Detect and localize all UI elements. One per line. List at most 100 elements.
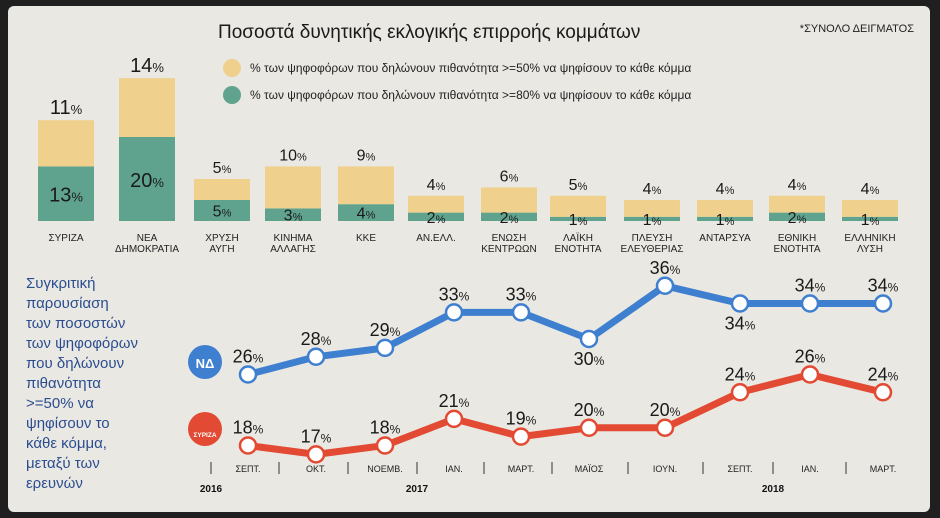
series-point [579, 418, 599, 437]
series-point-label: 30% [574, 349, 605, 369]
series-point [579, 329, 599, 349]
series-point-label: 26% [795, 347, 826, 367]
bar-80-segment [624, 216, 680, 221]
series-point-label: 20% [650, 400, 681, 420]
series-point [511, 427, 531, 446]
series-point [873, 294, 893, 313]
nd-badge-label: ΝΔ [196, 356, 215, 371]
bar-50-value-label: 11% [50, 97, 83, 119]
line-chart-caption: κάθε κόμμα, [26, 435, 107, 452]
bar-80-segment [550, 216, 606, 221]
bar-category-label: ΚΙΝΗΜΑ [274, 233, 313, 244]
series-point-label: 36% [650, 258, 681, 278]
bar-category-label: ΣΥΡΙΖΑ [48, 233, 83, 244]
series-point-label: 17% [301, 426, 332, 446]
line-chart-caption: που δηλώνουν [26, 355, 124, 372]
bar-80-value-label: 1% [861, 212, 880, 229]
sample-note: *ΣΥΝΟΛΟ ΔΕΙΓΜΑΤΟΣ [800, 23, 914, 35]
legend-swatch-50 [223, 59, 241, 77]
bar-80-value-label: 3% [284, 208, 303, 225]
line-chart-caption: >=50% να [26, 395, 94, 412]
bar-50-segment [842, 200, 898, 217]
bar-80-segment [842, 216, 898, 221]
series-point [800, 365, 820, 384]
series-point-label: 34% [868, 276, 899, 296]
series-point [800, 294, 820, 313]
bar-50-segment [38, 120, 94, 167]
x-tick-label: ΙΑΝ. [445, 464, 463, 474]
series-point-label: 29% [370, 320, 401, 340]
x-tick-label: ΙΑΝ. [801, 464, 819, 474]
bar-50-value-label: 9% [357, 147, 376, 164]
bar-category-label: ΕΛΕΥΘΕΡΙΑΣ [621, 244, 684, 255]
bar-category-label: ΑΥΓΗ [209, 244, 234, 255]
bar-50-value-label: 10% [279, 147, 307, 164]
bar-50-value-label: 4% [427, 177, 446, 194]
line-chart-caption: ψηφίσουν το [26, 415, 110, 432]
year-label: 2017 [406, 484, 429, 495]
line-chart-caption: πιθανότητα [26, 375, 101, 392]
bar-50-segment [624, 200, 680, 217]
bar-50-value-label: 5% [213, 160, 232, 177]
chart-title: Ποσοστά δυνητικής εκλογικής επιρροής κομ… [218, 22, 640, 43]
bar-category-label: ΑΝ.ΕΛΛ. [416, 233, 455, 244]
series-point [238, 436, 258, 455]
bar-category-label: ΕΝΟΤΗΤΑ [773, 244, 820, 255]
series-point-label: 19% [506, 409, 537, 429]
bar-80-segment [194, 200, 250, 221]
bar-80-value-label: 2% [427, 210, 446, 227]
bar-category-label: ΕΘΝΙΚΗ [778, 233, 816, 244]
series-point-label: 20% [574, 400, 605, 420]
line-chart-caption: ερευνών [26, 475, 83, 492]
series-point [306, 347, 326, 366]
x-tick-label: ΜΑΡΤ. [870, 464, 897, 474]
series-point [730, 383, 750, 402]
series-point-label: 34% [795, 276, 826, 296]
series-point [375, 436, 395, 455]
series-point [375, 338, 395, 358]
x-tick-label: ΣΕΠΤ. [727, 464, 752, 474]
series-point [511, 303, 531, 322]
x-tick-label: ΜΑΡΤ. [508, 464, 535, 474]
bar-category-label: ΠΛΕΥΣΗ [632, 233, 673, 244]
bar-50-segment [338, 166, 394, 205]
bar-50-segment [265, 166, 321, 209]
series-point-label: 28% [301, 329, 332, 349]
bar-category-label: ΑΛΛΑΓΗΣ [270, 244, 316, 255]
bar-50-value-label: 4% [861, 181, 880, 198]
series-point-label: 33% [506, 284, 537, 304]
bar-category-label: ΕΛΛΗΝΙΚΗ [844, 233, 895, 244]
x-tick-label: ΜΑΪΟΣ [575, 464, 604, 474]
bar-50-value-label: 4% [643, 181, 662, 198]
series-point [873, 383, 893, 402]
line-chart-caption: μεταξύ των [26, 455, 100, 472]
series-point [444, 303, 464, 322]
x-tick-label: ΝΟΕΜΒ. [367, 464, 403, 474]
series-point [238, 365, 258, 384]
series-line-nd [244, 282, 887, 378]
bar-80-value-label: 20% [130, 170, 164, 192]
x-tick-label: ΙΟΥΝ. [653, 464, 677, 474]
series-point-label: 18% [370, 418, 401, 438]
line-chart-caption: παρουσίαση [26, 295, 109, 312]
bar-category-label: ΕΝΩΣΗ [492, 233, 527, 244]
year-label: 2018 [762, 484, 785, 495]
bar-category-label: ΕΝΟΤΗΤΑ [554, 244, 601, 255]
series-point-label: 18% [233, 418, 264, 438]
bar-80-value-label: 1% [569, 212, 588, 229]
bar-50-segment [769, 195, 825, 213]
infographic-page: Ποσοστά δυνητικής εκλογικής επιρροής κομ… [8, 6, 930, 512]
series-point-label: 24% [868, 364, 899, 384]
bar-50-segment [194, 179, 250, 200]
bar-50-segment [697, 200, 753, 217]
series-point [655, 276, 675, 295]
year-label: 2016 [200, 484, 223, 495]
bar-category-label: ΧΡΥΣΗ [205, 233, 238, 244]
bar-category-label: ΚΕΝΤΡΩΩΝ [481, 244, 537, 255]
bar-80-value-label: 2% [788, 210, 807, 227]
chart-canvas: Ποσοστά δυνητικής εκλογικής επιρροής κομ… [26, 22, 914, 495]
bar-80-segment [481, 212, 537, 221]
legend-swatch-80 [223, 86, 241, 104]
syriza-badge-label: ΣΥΡΙΖΑ [193, 432, 216, 439]
bar-80-segment [769, 212, 825, 221]
